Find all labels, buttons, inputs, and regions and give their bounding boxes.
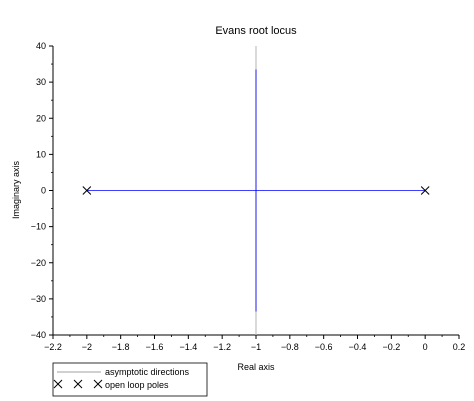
x-tick-label: −0.6 bbox=[315, 342, 333, 352]
y-tick-label: 0 bbox=[41, 186, 46, 196]
y-tick-label: 20 bbox=[36, 113, 46, 123]
x-tick-label: −1.4 bbox=[179, 342, 197, 352]
chart-title: Evans root locus bbox=[215, 25, 297, 37]
plot-area: −2.2 −2 −1.8 −1.6 −1.4 −1.2 −1 −0.8 −0.6 −0.4 −0.2… bbox=[31, 41, 466, 352]
y-tick-label: 30 bbox=[36, 77, 46, 87]
x-tick-label: −1.6 bbox=[146, 342, 164, 352]
x-tick-label: −1.2 bbox=[213, 342, 231, 352]
legend: asymptotic directions open loop poles bbox=[52, 362, 208, 397]
legend-pole-marker bbox=[73, 379, 83, 389]
x-tick-label: −0.8 bbox=[281, 342, 299, 352]
open-loop-pole-marker bbox=[82, 186, 92, 195]
y-tick-label: −30 bbox=[31, 294, 46, 304]
legend-pole-marker bbox=[53, 379, 63, 389]
locus-branch-2 bbox=[255, 190, 426, 312]
locus-branch-1 bbox=[86, 69, 257, 191]
x-tick-label: −2.2 bbox=[44, 342, 62, 352]
legend-pole-marker-stroke bbox=[73, 379, 83, 389]
y-tick-label: 40 bbox=[36, 41, 46, 51]
legend-pole-marker-stroke bbox=[93, 379, 103, 389]
x-tick-label: 0.2 bbox=[453, 342, 466, 352]
y-tick-label: −40 bbox=[31, 330, 46, 340]
y-tick-label: 10 bbox=[36, 149, 46, 159]
legend-pole-swatch bbox=[53, 379, 103, 389]
open-loop-pole-marker-stroke bbox=[420, 186, 430, 195]
x-tick-label: −2 bbox=[82, 342, 92, 352]
legend-pole-marker-stroke bbox=[53, 379, 63, 389]
legend-entry-open-loop-poles: open loop poles bbox=[105, 380, 169, 390]
legend-entry-asymptotic-directions: asymptotic directions bbox=[105, 367, 190, 377]
x-axis-label: Real axis bbox=[237, 362, 275, 372]
y-axis-label: Imaginary axis bbox=[11, 160, 21, 219]
legend-pole-marker bbox=[93, 379, 103, 389]
x-tick-label: −0.2 bbox=[382, 342, 400, 352]
x-tick-label: −0.4 bbox=[349, 342, 367, 352]
x-tick-label: −1.8 bbox=[112, 342, 130, 352]
x-tick-label: 0 bbox=[423, 342, 428, 352]
legend-box bbox=[52, 362, 208, 397]
y-tick-label: −20 bbox=[31, 258, 46, 268]
open-loop-pole-marker bbox=[420, 186, 430, 195]
x-tick-label: −1 bbox=[251, 342, 261, 352]
y-tick-label: −10 bbox=[31, 222, 46, 232]
open-loop-pole-marker-stroke bbox=[82, 186, 92, 195]
